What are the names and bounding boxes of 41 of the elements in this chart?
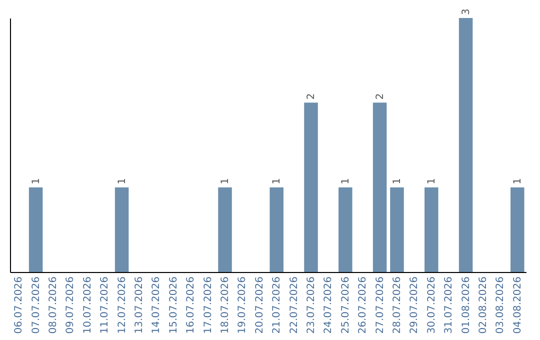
x-tick-label: 30.07.2026 <box>426 276 438 334</box>
x-tick-label: 16.07.2026 <box>186 276 197 334</box>
data-label: 1 <box>512 178 524 184</box>
x-tick-label: 22.07.2026 <box>288 276 300 334</box>
x-tick-label: 31.07.2026 <box>444 276 455 334</box>
data-label: 3 <box>460 8 472 15</box>
x-tick-label: 13.07.2026 <box>134 276 145 334</box>
x-tick-label: 17.07.2026 <box>202 276 214 334</box>
data-label: 1 <box>392 178 403 184</box>
x-tick-label: 10.07.2026 <box>82 276 94 334</box>
x-tick-label: 25.07.2026 <box>340 276 352 334</box>
x-tick-label: 18.07.2026 <box>220 276 231 334</box>
x-tick-label: 29.07.2026 <box>409 276 420 334</box>
x-tick-label: 11.07.2026 <box>100 276 111 334</box>
x-tick-label: 14.07.2026 <box>151 276 162 334</box>
x-tick-label: 12.07.2026 <box>116 276 128 334</box>
x-tick-label: 28.07.2026 <box>392 276 403 334</box>
data-label: 1 <box>220 178 231 184</box>
x-tick-label: 27.07.2026 <box>374 276 386 334</box>
x-tick-label: 09.07.2026 <box>65 276 76 334</box>
x-tick-label: 02.08.2026 <box>478 276 489 334</box>
data-label: 1 <box>340 178 352 184</box>
x-tick-label: 15.07.2026 <box>168 276 180 334</box>
x-tick-label: 04.08.2026 <box>512 276 524 334</box>
data-label: 2 <box>374 93 386 100</box>
x-tick-label: 20.07.2026 <box>254 276 266 334</box>
x-tick-label: 26.07.2026 <box>358 276 369 334</box>
data-label: 2 <box>306 93 317 100</box>
x-tick-label: 06.07.2026 <box>14 276 25 334</box>
data-label: 1 <box>272 178 283 184</box>
x-tick-label: 08.07.2026 <box>48 276 59 334</box>
data-label: 1 <box>30 178 42 184</box>
x-tick-label: 19.07.2026 <box>237 276 248 334</box>
x-tick-label: 07.07.2026 <box>30 276 42 334</box>
data-label: 1 <box>426 178 438 184</box>
x-tick-label: 21.07.2026 <box>272 276 283 334</box>
x-tick-label: 03.08.2026 <box>495 276 506 334</box>
x-tick-label: 23.07.2026 <box>306 276 317 334</box>
data-label: 1 <box>116 178 128 184</box>
x-tick-label: 01.08.2026 <box>460 276 472 334</box>
x-tick-label: 24.07.2026 <box>323 276 334 334</box>
